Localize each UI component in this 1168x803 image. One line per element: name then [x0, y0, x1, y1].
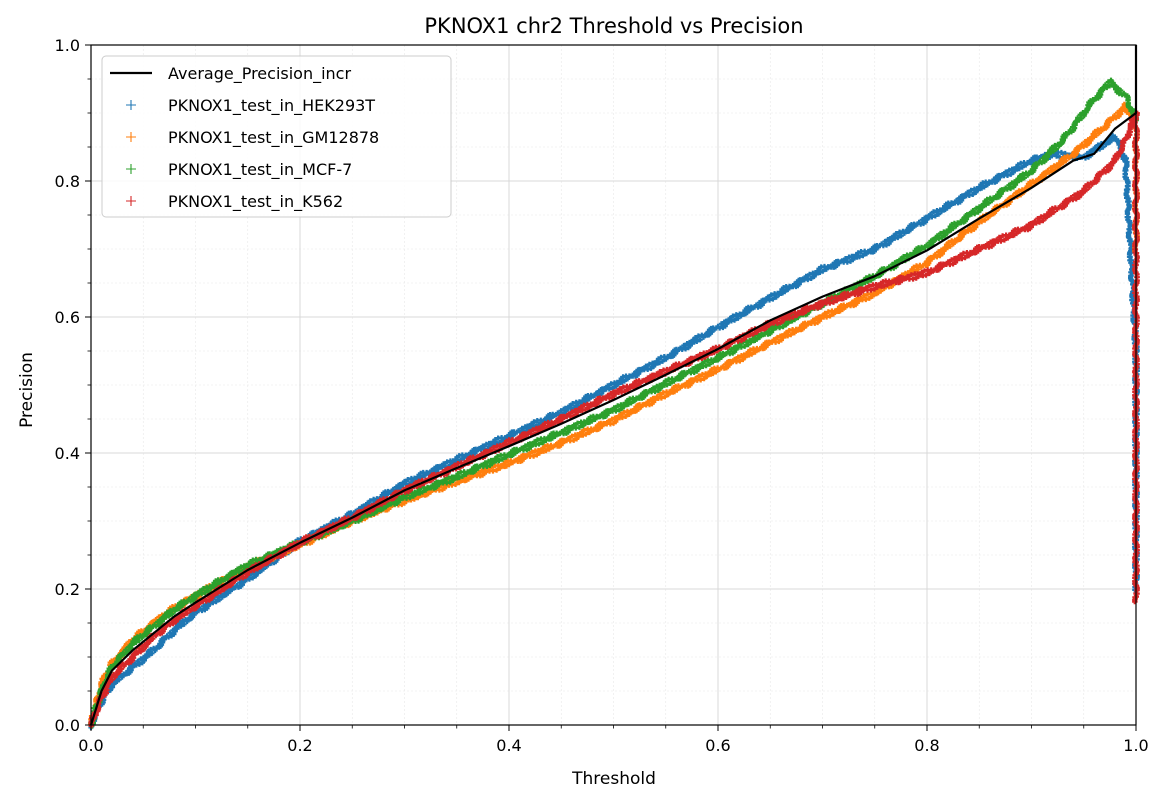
y-tick-label: 1.0 [55, 36, 80, 55]
legend-label: PKNOX1_test_in_HEK293T [168, 96, 375, 116]
legend-label: PKNOX1_test_in_MCF-7 [168, 160, 352, 180]
axis-ticks: 0.0 0.2 0.4 0.6 0.8 1.0 0.0 0.2 0.4 0.6 0.8 1.0 [55, 36, 1149, 755]
legend-label: Average_Precision_incr [168, 64, 351, 84]
series-line-Average_Precision_incr [89, 45, 1138, 726]
legend-label: PKNOX1_test_in_GM12878 [168, 128, 379, 148]
x-tick-label: 0.6 [705, 736, 730, 755]
x-tick-label: 0.2 [287, 736, 312, 755]
y-tick-label: 0.0 [55, 716, 80, 735]
legend-swatch [126, 164, 136, 174]
x-axis-label: Threshold [571, 769, 656, 789]
chart-title: PKNOX1 chr2 Threshold vs Precision [424, 14, 803, 38]
x-tick-label: 0.0 [78, 736, 103, 755]
legend-swatch [126, 100, 136, 110]
legend-swatch [126, 196, 136, 206]
x-tick-label: 1.0 [1123, 736, 1148, 755]
series-layer [88, 45, 1140, 730]
y-tick-label: 0.4 [55, 444, 80, 463]
y-axis-label: Precision [17, 352, 37, 428]
legend-box [101, 55, 452, 218]
y-tick-label: 0.6 [55, 308, 80, 327]
legend: Average_Precision_incr PKNOX1_test_in_HEK… [101, 55, 452, 218]
y-tick-label: 0.2 [55, 580, 80, 599]
x-tick-label: 0.4 [496, 736, 521, 755]
x-tick-label: 0.8 [914, 736, 939, 755]
legend-label: PKNOX1_test_in_K562 [168, 192, 343, 212]
legend-swatch [126, 132, 136, 142]
y-tick-label: 0.8 [55, 172, 80, 191]
